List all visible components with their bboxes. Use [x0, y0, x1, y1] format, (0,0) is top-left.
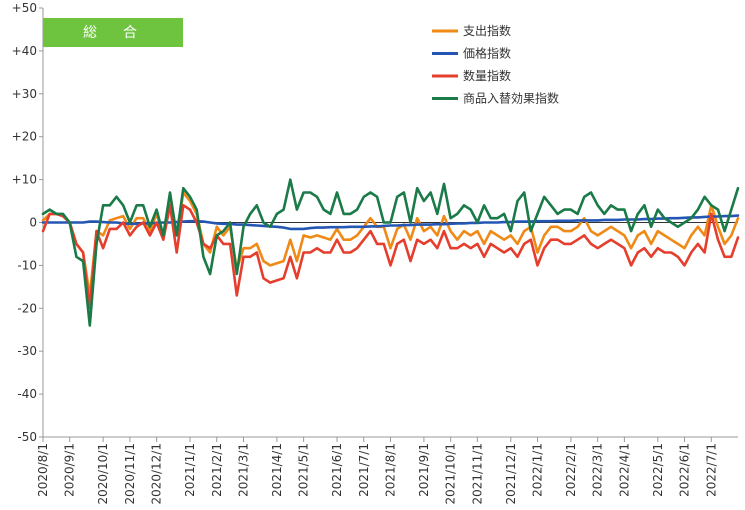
x-tick-label: 2021/9/1	[417, 443, 431, 497]
chart-badge-box	[43, 18, 183, 47]
x-tick-label: 2021/3/1	[236, 443, 250, 497]
legend-label-2: 数量指数	[463, 68, 511, 83]
x-tick-label: 2021/10/1	[444, 443, 458, 505]
x-tick-label: 2020/11/1	[123, 443, 137, 505]
series-lines	[41, 178, 740, 327]
y-tick-label: +20	[12, 130, 37, 144]
y-tick-label: +40	[12, 44, 37, 58]
y-tick-label: -50	[17, 430, 37, 444]
series-line-0	[41, 191, 740, 297]
y-tick-label: -40	[17, 387, 37, 401]
x-tick-label: 2022/6/1	[678, 443, 692, 497]
x-tick-label: 2022/5/1	[651, 443, 665, 497]
x-tick-label: 2021/4/1	[270, 443, 284, 497]
x-tick-label: 2021/8/1	[384, 443, 398, 497]
y-tick-label: 0	[29, 216, 37, 230]
x-tick-label: 2021/12/1	[504, 443, 518, 505]
y-tick-label: +10	[12, 173, 37, 187]
y-tick-label: +50	[12, 1, 37, 15]
chart-badge-text: 総 合	[83, 25, 143, 41]
x-tick-label: 2022/7/1	[704, 443, 718, 497]
x-tick-label: 2022/1/1	[531, 443, 545, 497]
legend-label-3: 商品入替効果指数	[463, 91, 559, 106]
x-tick-label: 2021/11/1	[470, 443, 484, 505]
x-tick-label: 2020/12/1	[150, 443, 164, 505]
x-tick-label: 2020/9/1	[63, 443, 77, 497]
y-tick-label: -20	[17, 301, 37, 315]
y-tick-label: +30	[12, 87, 37, 101]
x-tick-label: 2021/7/1	[357, 443, 371, 497]
x-tick-label: 2022/3/1	[591, 443, 605, 497]
series-line-2	[41, 204, 740, 310]
legend-label-1: 価格指数	[463, 46, 511, 61]
y-axis: -50 -40 -30 -20 -10 0 +10 +20 +30 +40 +50	[12, 1, 44, 444]
series-line-3	[41, 178, 740, 327]
x-tick-label: 2021/2/1	[210, 443, 224, 497]
x-tick-label: 2020/10/1	[96, 443, 110, 505]
x-tick-label: 2020/8/1	[36, 443, 50, 497]
legend-label-0: 支出指数	[463, 23, 511, 38]
x-tick-label: 2021/5/1	[297, 443, 311, 497]
x-tick-label: 2022/4/1	[617, 443, 631, 497]
x-tick-label: 2021/1/1	[183, 443, 197, 497]
x-tick-label: 2022/2/1	[564, 443, 578, 497]
y-tick-label: -10	[17, 258, 37, 272]
y-tick-label: -30	[17, 344, 37, 358]
x-tick-label: 2021/6/1	[330, 443, 344, 497]
chart-badge: 総 合	[43, 18, 183, 47]
